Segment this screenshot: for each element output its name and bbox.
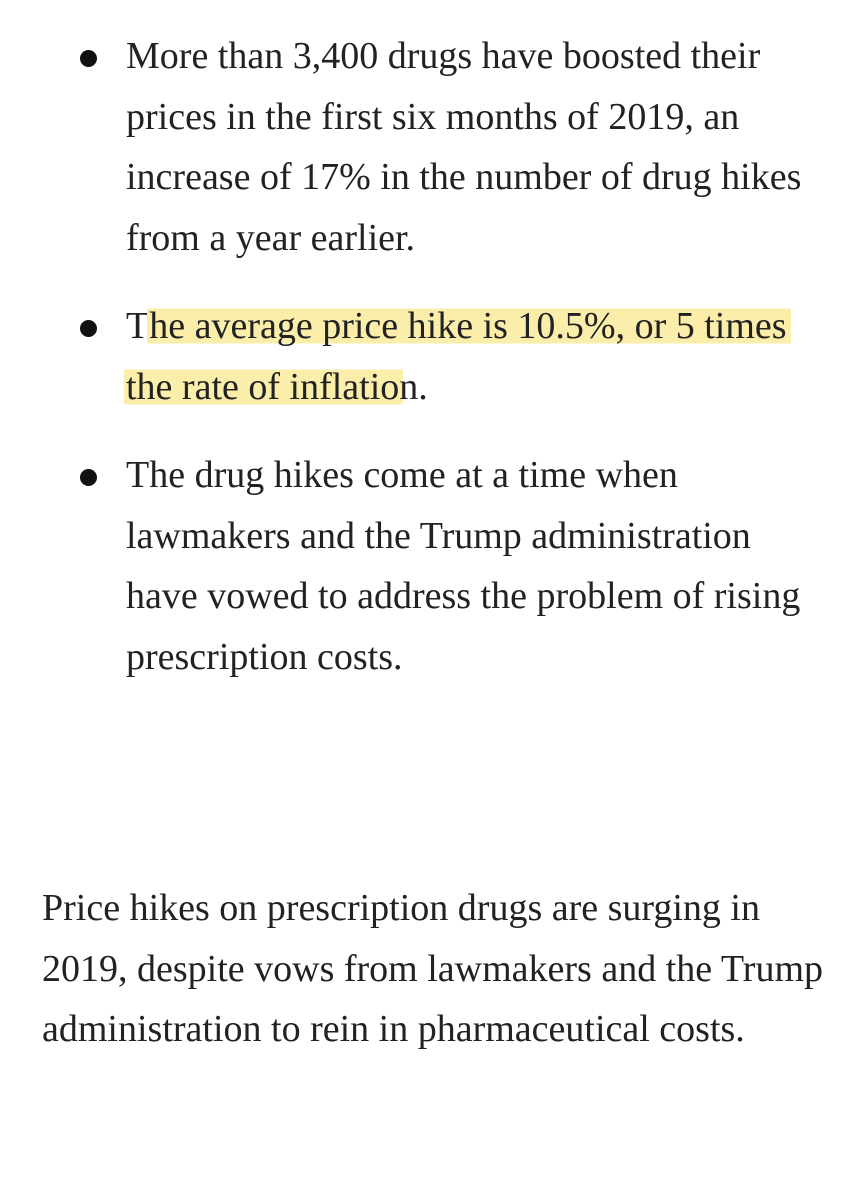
list-item: More than 3,400 drugs have boosted their… [0,26,865,268]
bullet-text: The drug hikes come at a time when lawma… [126,454,801,678]
text-after-highlight: n. [399,365,428,408]
bullet-list: More than 3,400 drugs have boosted their… [0,26,865,715]
bullet-text: The average price hike is 10.5%, or 5 ti… [124,296,825,417]
bullet-dot-icon [80,50,97,67]
bullet-dot-icon [80,469,97,486]
body-paragraph: Price hikes on prescription drugs are su… [42,887,824,1050]
bullet-text: More than 3,400 drugs have boosted their… [126,35,802,259]
bullet-dot-icon [80,320,97,337]
list-item-highlighted: The average price hike is 10.5%, or 5 ti… [0,296,865,417]
list-item: The drug hikes come at a time when lawma… [0,445,865,687]
text-before-highlight: T [126,305,150,347]
highlighted-text: he average price hike is 10.5%, or 5 tim… [124,305,791,408]
